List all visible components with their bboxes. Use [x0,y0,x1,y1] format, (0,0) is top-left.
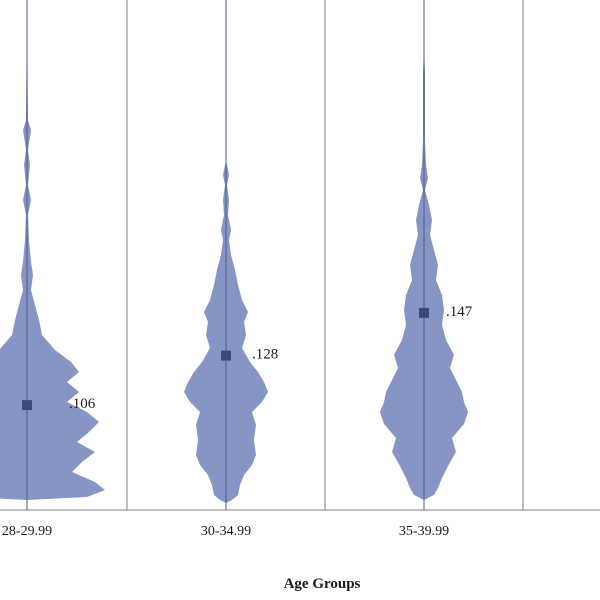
panel-dividers [126,0,524,510]
violin-shape [0,0,105,500]
value-label: .128 [252,347,278,363]
value-label: .106 [69,396,96,412]
mean-marker [419,307,429,318]
mean-marker [22,400,32,411]
violins: .106 .128 .147 [0,0,473,510]
violin-30-34.99: .128 [184,0,278,510]
x-axis-title: Age Groups [284,576,361,592]
violin-35-39.99: .147 [380,0,473,510]
x-tick-label: 28-29.99 [2,524,52,539]
violin-28-29.99: .106 [0,0,105,510]
x-tick-label: 30-34.99 [201,524,251,539]
mean-marker [221,350,231,361]
x-tick-label: 35-39.99 [399,524,449,539]
value-label: .147 [446,304,473,320]
x-tick-labels: 28-29.99 30-34.99 35-39.99 [2,524,449,539]
